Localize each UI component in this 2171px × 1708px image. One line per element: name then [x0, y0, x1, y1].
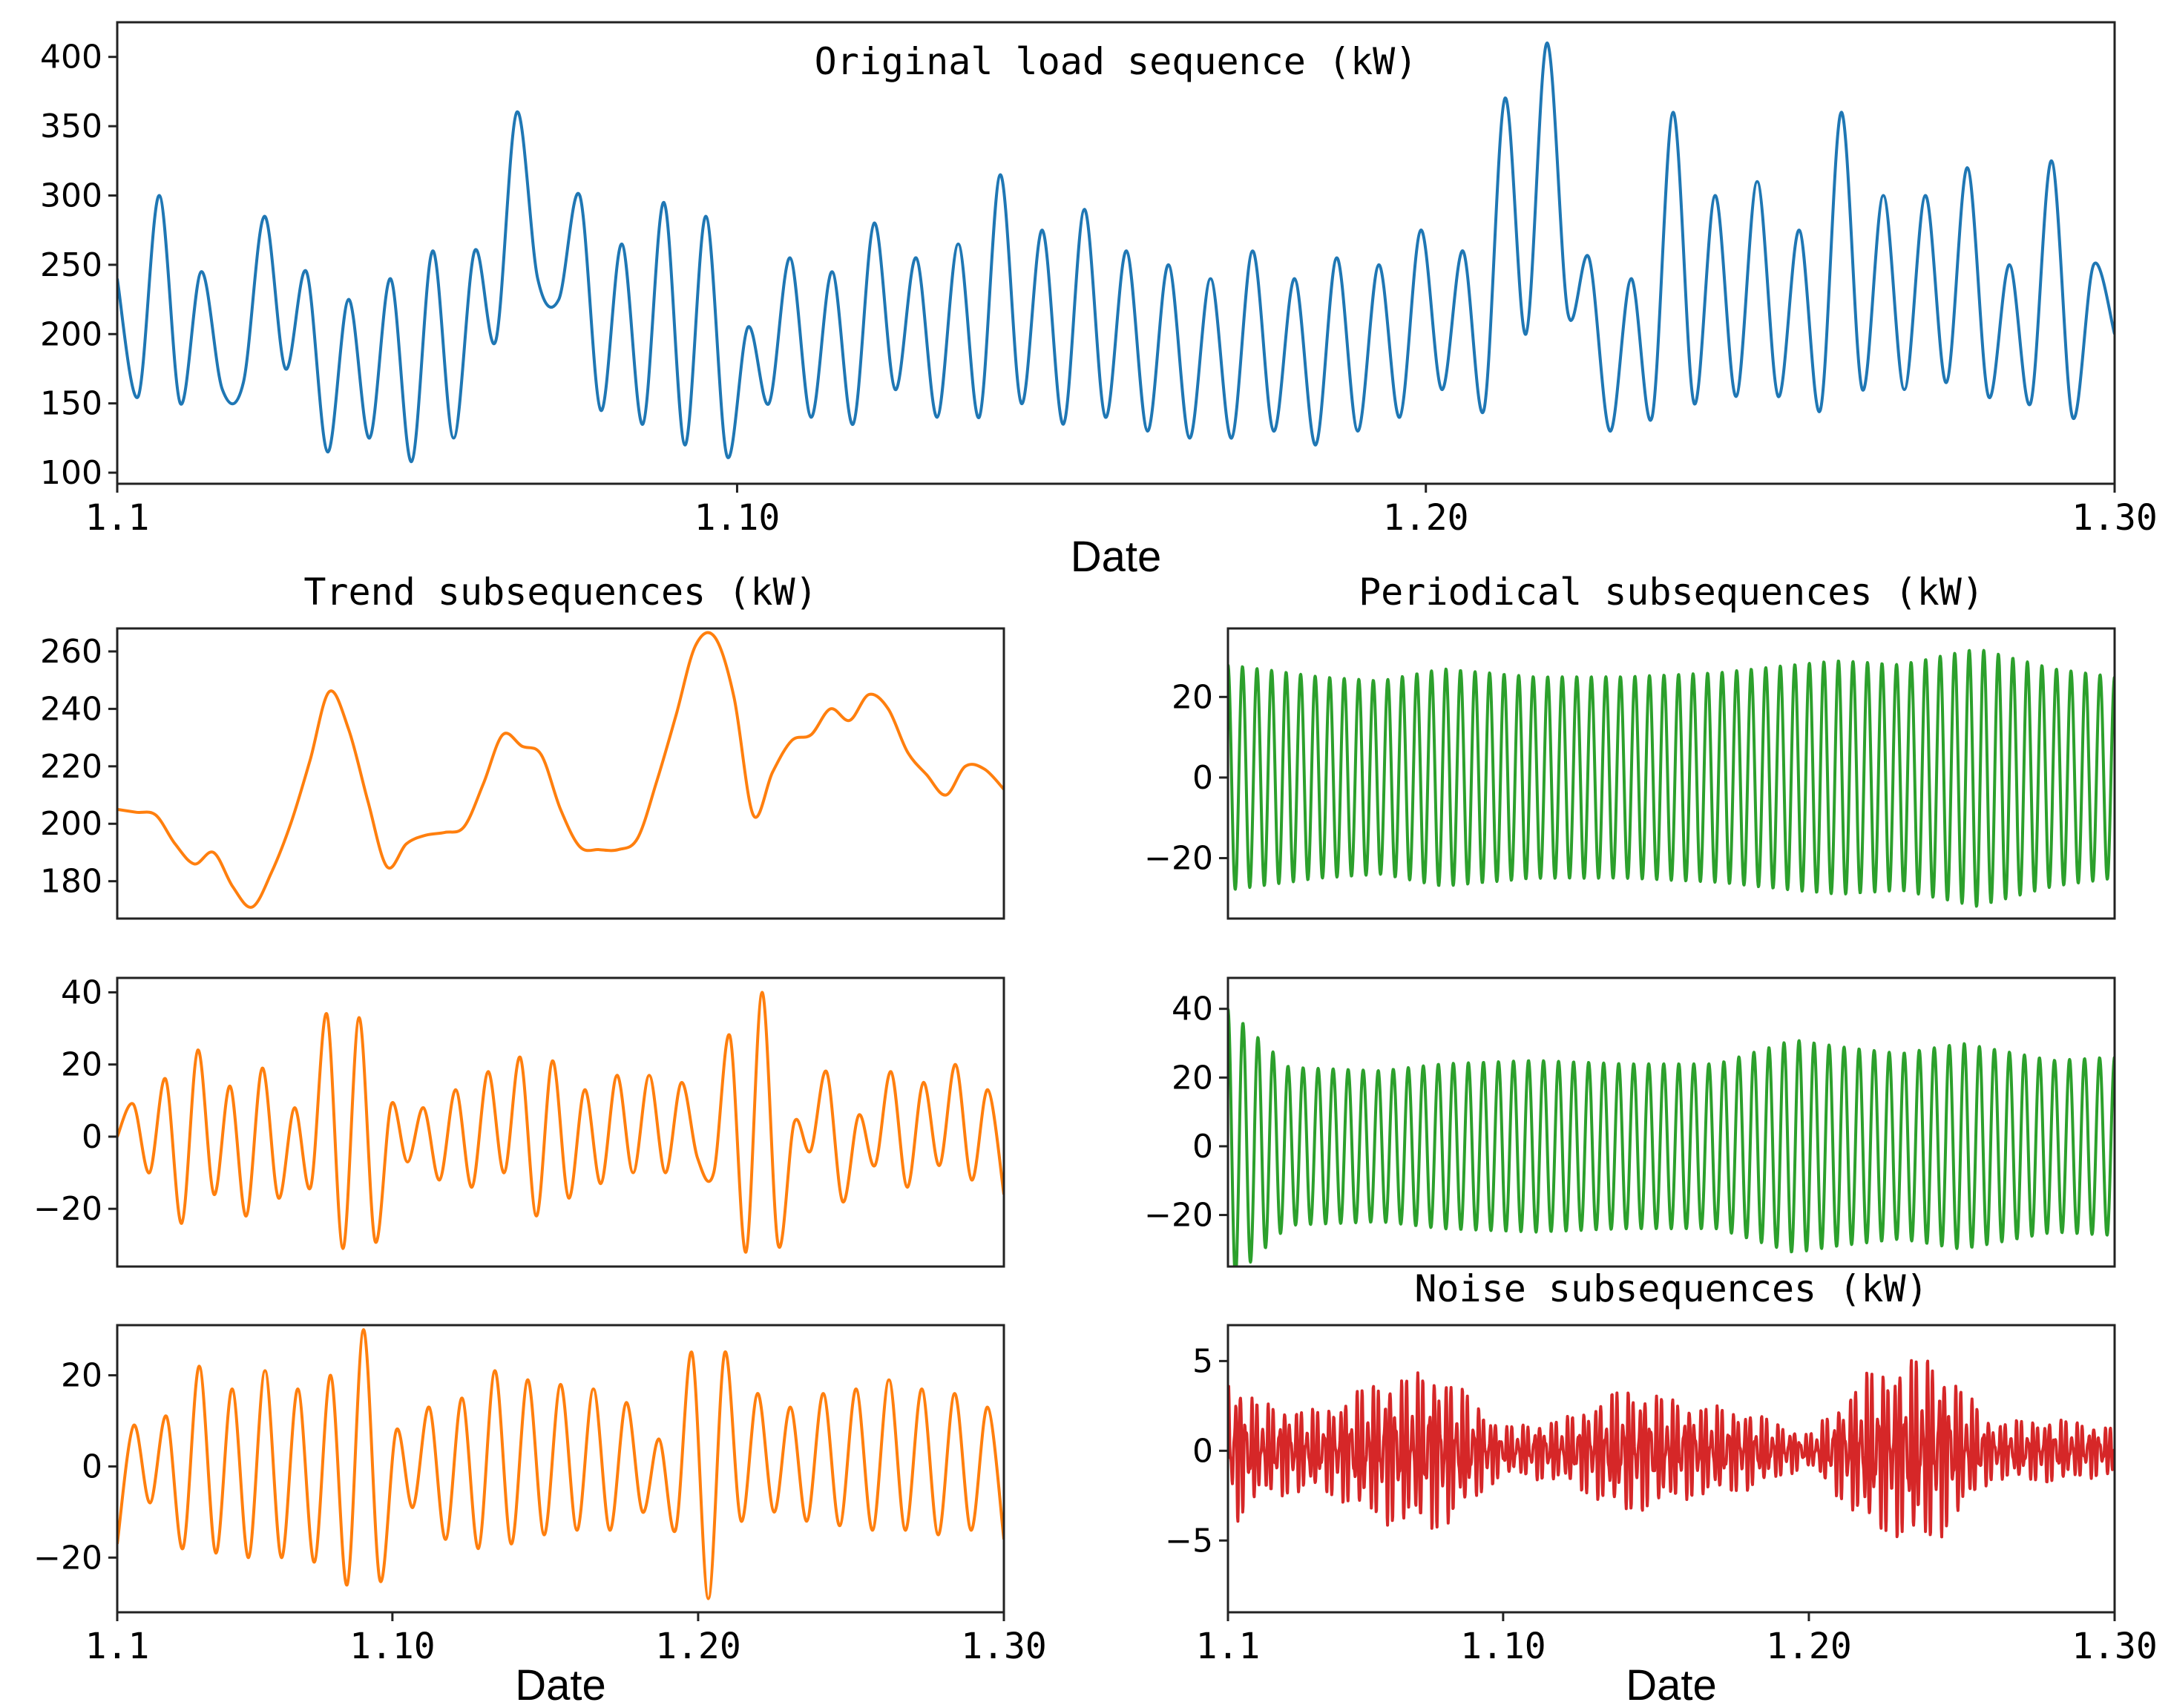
panel-trend2: −20 0 20 40 [33, 973, 1005, 1268]
y-tick-label-periodic1-0: −20 [1144, 840, 1213, 878]
y-tick-label-trend1-2: 220 [40, 748, 102, 786]
panel-trend1: 180 200 220 240 260 Trend subsequences (kW) [40, 571, 1005, 920]
y-tick-label-periodic1-2: 20 [1172, 678, 1213, 716]
series-line-trend1-0 [117, 631, 1004, 909]
chart-title-original: Original load sequence (kW) [815, 40, 1418, 83]
y-tick-label-trend1-0: 180 [40, 863, 102, 901]
y-tick-label-trend1-3: 240 [40, 690, 102, 728]
y-tick-label-noise-1: 0 [1192, 1432, 1213, 1470]
y-tick-label-trend2-1: 0 [82, 1118, 102, 1156]
y-tick-label-trend3-0: −20 [33, 1539, 102, 1577]
x-tick-label-noise-1: 1.10 [1460, 1626, 1546, 1667]
chart-title-periodic1: Periodical subsequences (kW) [1359, 571, 1984, 614]
y-tick-label-original-1: 150 [40, 385, 102, 423]
y-tick-label-original-0: 100 [40, 454, 102, 492]
plot-frame-periodic2 [1226, 976, 2116, 1268]
y-tick-label-trend3-1: 0 [82, 1448, 102, 1485]
y-tick-label-noise-0: −5 [1165, 1522, 1213, 1560]
y-tick-label-periodic2-2: 20 [1172, 1059, 1213, 1097]
x-tick-label-original-0: 1.1 [85, 497, 150, 539]
y-tick-label-original-2: 200 [40, 315, 102, 353]
y-tick-label-trend2-2: 20 [61, 1046, 102, 1084]
plot-frame-noise [1226, 1324, 2116, 1614]
y-tick-label-trend2-3: 40 [61, 973, 102, 1011]
series-line-original-0 [117, 41, 2115, 464]
x-axis-label-trend3: Date [515, 1661, 606, 1708]
y-tick-label-trend1-4: 260 [40, 633, 102, 671]
x-tick-label-trend3-0: 1.1 [85, 1626, 150, 1667]
y-tick-label-noise-2: 5 [1192, 1342, 1213, 1380]
x-axis-label-original: Date [1071, 533, 1162, 581]
series-line-periodic2-0 [1228, 1008, 2115, 1267]
y-tick-label-periodic2-3: 40 [1172, 991, 1213, 1028]
y-tick-label-original-3: 250 [40, 246, 102, 284]
x-axis-label-noise: Date [1626, 1661, 1717, 1708]
panel-trend3: −20 0 20 1.1 1.10 1.20 1.30 Date [33, 1324, 1047, 1708]
x-tick-label-noise-2: 1.20 [1766, 1626, 1852, 1667]
x-tick-label-original-3: 1.30 [2072, 497, 2158, 539]
x-tick-label-original-1: 1.10 [694, 497, 781, 539]
plot-frame-original [116, 21, 2116, 485]
y-tick-label-periodic2-1: 0 [1192, 1128, 1213, 1166]
series-line-trend3-0 [117, 1328, 1004, 1600]
panel-original: 100 150 200 250 300 350 400 1.1 1.10 1.20 1.30 Orig… [40, 21, 2158, 581]
plot-frame-trend2 [116, 976, 1005, 1268]
x-tick-label-trend3-2: 1.20 [655, 1626, 741, 1667]
series-line-noise-0 [1228, 1359, 2115, 1539]
x-tick-label-noise-0: 1.1 [1196, 1626, 1261, 1667]
panel-periodic2: −20 0 20 40 [1144, 976, 2116, 1268]
y-tick-label-original-6: 400 [40, 39, 102, 76]
plot-frame-periodic1 [1226, 627, 2116, 920]
x-tick-label-noise-3: 1.30 [2072, 1626, 2158, 1667]
plot-frame-trend3 [116, 1324, 1005, 1614]
y-tick-label-trend2-0: −20 [33, 1190, 102, 1228]
plot-frame-trend1 [116, 627, 1005, 920]
x-tick-label-trend3-3: 1.30 [961, 1626, 1047, 1667]
y-tick-label-periodic1-1: 0 [1192, 759, 1213, 797]
panel-periodic1: −20 0 20 Periodical subsequences (kW) [1144, 571, 2116, 920]
x-tick-label-trend3-1: 1.10 [349, 1626, 436, 1667]
y-tick-label-trend3-2: 20 [61, 1357, 102, 1395]
x-tick-label-original-2: 1.20 [1383, 497, 1469, 539]
y-tick-label-trend1-1: 200 [40, 805, 102, 843]
y-tick-label-original-4: 300 [40, 177, 102, 214]
panel-noise: −5 0 5 1.1 1.10 1.20 1.30 Noise subsequences (k… [1165, 1267, 2158, 1708]
chart-title-trend1: Trend subsequences (kW) [303, 571, 817, 614]
series-line-trend2-0 [117, 991, 1004, 1254]
series-line-periodic1-0 [1228, 648, 2115, 908]
y-tick-label-periodic2-0: −20 [1144, 1197, 1213, 1235]
y-tick-label-original-5: 350 [40, 108, 102, 145]
chart-title-noise: Noise subsequences (kW) [1414, 1267, 1928, 1310]
